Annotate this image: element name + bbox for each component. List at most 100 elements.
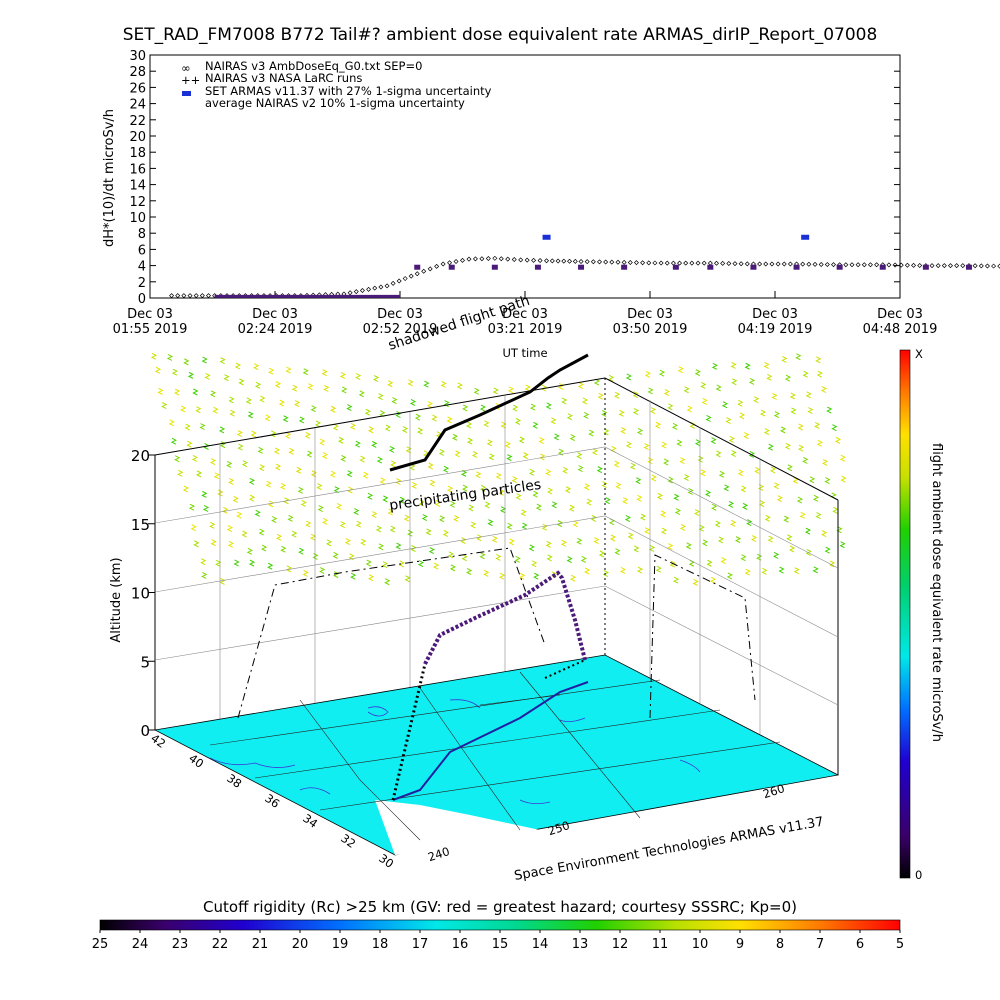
particle-mark	[604, 497, 611, 505]
particle-mark	[750, 535, 758, 542]
particle-mark	[538, 437, 545, 444]
nairas-point	[954, 263, 960, 269]
nairas-point	[396, 278, 402, 284]
particle-mark	[561, 397, 568, 405]
particle-mark	[340, 454, 347, 462]
particle-mark	[254, 381, 262, 389]
particle-mark	[769, 466, 777, 474]
y-tick-label: 6	[138, 243, 146, 258]
particle-mark	[451, 433, 459, 441]
nairas-point	[366, 286, 372, 292]
nairas-point	[544, 258, 550, 264]
particle-mark	[293, 400, 301, 407]
nairas-point	[941, 263, 947, 269]
nairas-point	[169, 293, 175, 299]
particle-mark	[170, 437, 178, 445]
nairas-point	[874, 262, 880, 268]
nairas-point	[726, 261, 732, 267]
particle-mark	[390, 460, 397, 468]
particle-mark	[826, 406, 833, 414]
particle-mark	[831, 424, 838, 432]
nairas-point	[929, 263, 935, 269]
particle-mark	[395, 411, 402, 418]
particle-mark	[577, 382, 584, 390]
particle-mark	[588, 429, 595, 437]
x-tick-time: 04:19 2019	[738, 322, 813, 337]
particle-mark	[300, 500, 307, 507]
particle-mark	[270, 430, 277, 438]
particle-mark	[371, 511, 378, 519]
nairas-point	[646, 260, 652, 266]
nairas-point	[549, 258, 555, 264]
particle-mark	[371, 440, 378, 448]
particle-mark	[248, 494, 256, 502]
particle-mark	[730, 361, 737, 369]
nairas-point	[972, 263, 978, 269]
particle-mark	[389, 525, 396, 533]
particle-mark	[504, 441, 511, 449]
particle-mark	[438, 515, 446, 523]
particle-mark	[778, 566, 785, 574]
legend-label-4: average NAIRAS v2 10% 1-sigma uncertaint…	[205, 96, 465, 110]
particle-mark	[368, 426, 375, 434]
particle-mark	[267, 500, 275, 508]
particle-mark	[372, 375, 380, 382]
particle-mark	[596, 466, 603, 474]
particle-mark	[355, 373, 362, 381]
particle-mark	[591, 448, 599, 456]
lon-tick-label: 240	[426, 844, 451, 864]
nairas-point	[947, 263, 953, 269]
particle-mark	[449, 564, 457, 572]
particle-mark	[541, 523, 548, 531]
particle-mark	[532, 490, 539, 498]
particle-mark	[157, 387, 164, 395]
particle-mark	[553, 433, 560, 441]
particle-mark	[714, 520, 722, 528]
particle-mark	[350, 572, 357, 580]
particle-mark	[633, 545, 640, 553]
particle-mark	[754, 466, 761, 474]
nairas-point	[769, 261, 775, 267]
particle-mark	[807, 407, 814, 415]
particle-mark	[234, 362, 242, 370]
x-tick-date: Dec 03	[502, 307, 548, 322]
particle-mark	[839, 454, 846, 462]
nairas-point	[466, 256, 472, 262]
particle-mark	[193, 540, 200, 548]
nairas-point	[763, 261, 769, 267]
particle-mark	[271, 516, 278, 524]
particle-mark	[840, 475, 847, 483]
nairas-point	[633, 260, 639, 266]
armas-point	[707, 264, 714, 270]
x-tick-time: 03:21 2019	[488, 322, 563, 337]
particle-mark	[426, 401, 433, 409]
particle-mark	[789, 392, 796, 400]
particle-mark	[583, 412, 590, 419]
particle-mark	[676, 439, 683, 447]
particle-mark	[564, 486, 572, 494]
particle-mark	[507, 386, 515, 394]
cutoff-rigidity-colorbar: Cutoff rigidity (Rc) >25 km (GV: red = g…	[92, 898, 904, 952]
particle-mark	[465, 421, 473, 429]
particle-mark	[201, 356, 208, 364]
nairas-point	[615, 259, 621, 265]
particle-mark	[282, 415, 289, 423]
particle-mark	[202, 505, 210, 512]
particle-mark	[425, 528, 432, 536]
particle-mark	[246, 547, 253, 555]
rc-tick-label: 7	[816, 937, 824, 952]
particle-mark	[514, 418, 522, 425]
particle-mark	[815, 356, 822, 364]
particle-mark	[259, 395, 266, 403]
particle-mark	[613, 460, 620, 468]
nairas-point	[408, 273, 414, 279]
particle-mark	[518, 436, 526, 444]
particle-mark	[241, 530, 248, 538]
particle-mark	[330, 405, 337, 413]
particle-mark	[247, 411, 254, 419]
particle-mark	[337, 436, 345, 444]
armas-point	[534, 264, 541, 270]
nairas-point	[732, 261, 738, 267]
particle-mark	[471, 450, 479, 458]
particle-mark	[250, 430, 257, 438]
